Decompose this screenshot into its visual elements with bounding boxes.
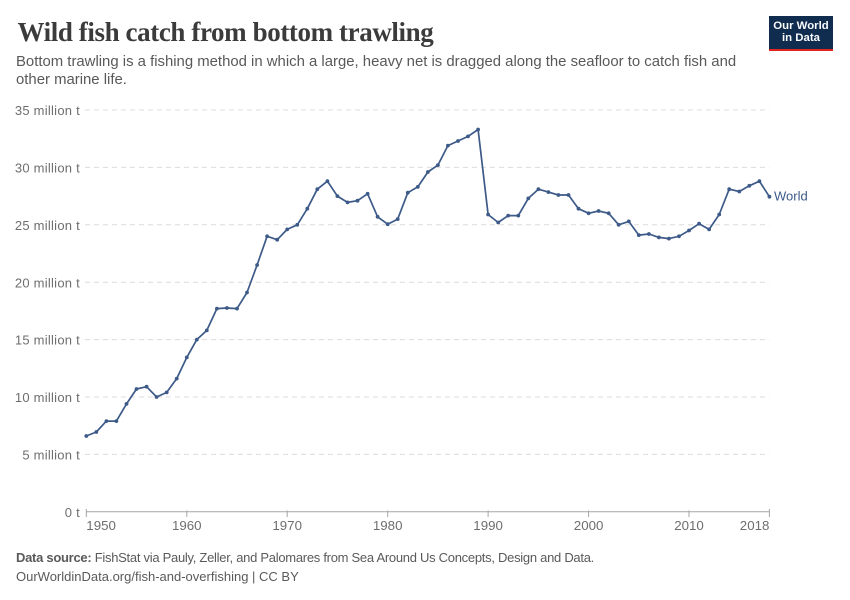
svg-text:1970: 1970 xyxy=(272,518,302,533)
svg-text:30 million t: 30 million t xyxy=(15,161,80,176)
svg-text:25 million t: 25 million t xyxy=(15,218,80,233)
svg-text:0 t: 0 t xyxy=(65,505,80,520)
svg-text:1950: 1950 xyxy=(86,518,116,533)
svg-text:1960: 1960 xyxy=(172,518,202,533)
svg-text:2010: 2010 xyxy=(674,518,704,533)
svg-text:2018: 2018 xyxy=(740,518,770,533)
svg-text:20 million t: 20 million t xyxy=(15,275,80,290)
svg-text:2000: 2000 xyxy=(574,518,604,533)
svg-text:5 million t: 5 million t xyxy=(22,448,80,463)
svg-text:1980: 1980 xyxy=(373,518,403,533)
svg-text:1990: 1990 xyxy=(473,518,503,533)
svg-text:10 million t: 10 million t xyxy=(15,390,80,405)
svg-text:World: World xyxy=(774,189,808,204)
svg-text:35 million t: 35 million t xyxy=(15,103,80,118)
svg-text:15 million t: 15 million t xyxy=(15,333,80,348)
